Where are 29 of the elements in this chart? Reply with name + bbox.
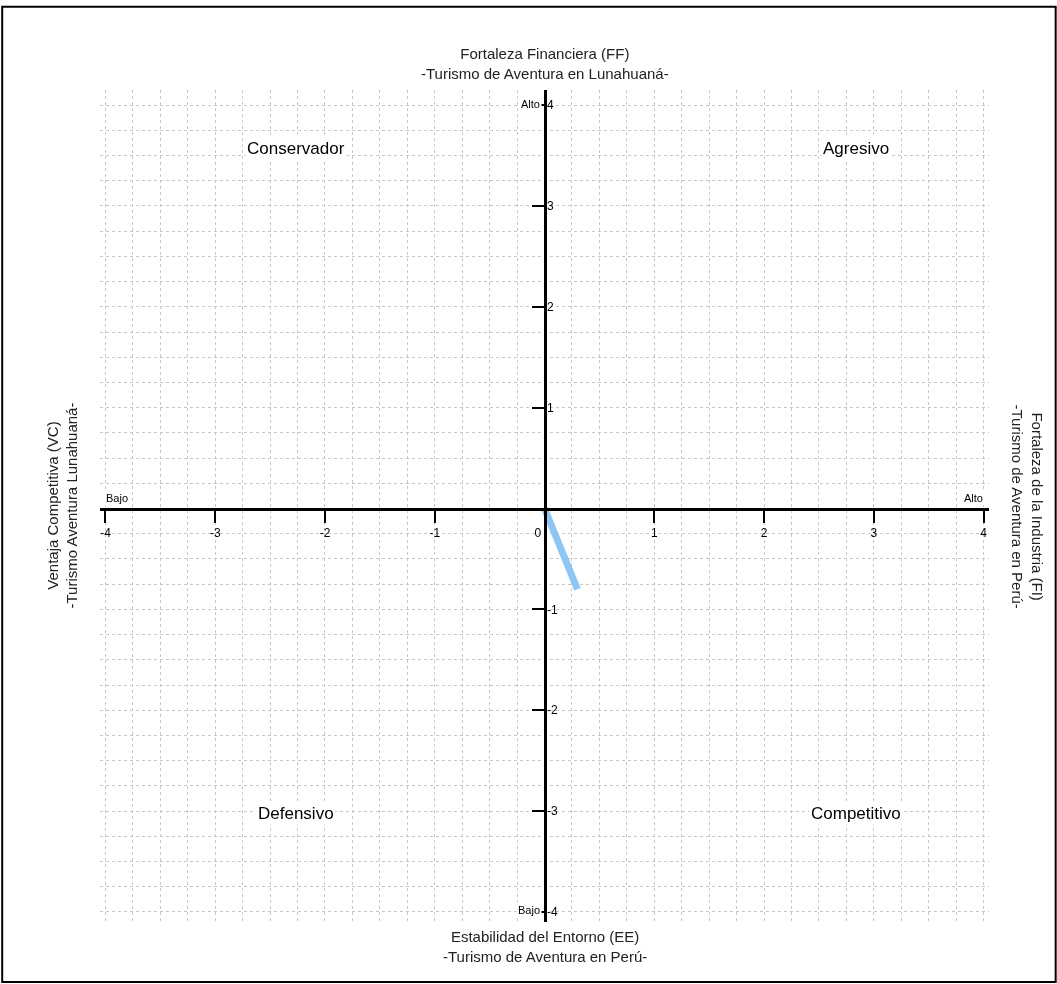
y-tick-label: 2 <box>547 300 555 315</box>
chart-title: Fortaleza Financiera (FF) -Turismo de Aventura en Lunahuaná- <box>421 45 669 82</box>
y-tick-label: -3 <box>547 804 559 819</box>
annotation: Alto <box>521 98 540 110</box>
y-tick-label: 4 <box>547 98 555 113</box>
x-tick-label: 0 <box>534 525 555 540</box>
y-tick-label: 1 <box>547 400 555 415</box>
y-tick-label: 3 <box>547 199 555 214</box>
x-tick-label: 3 <box>870 525 878 540</box>
x-tick-label: 4 <box>980 525 988 540</box>
y-axis-title: Ventaja Competitiva (VC) -Turismo Aventura Lunahuaná- <box>43 402 80 609</box>
y-tick-label: -4 <box>547 905 559 920</box>
x-tick-label: 2 <box>760 525 768 540</box>
annotation: Conservador <box>247 139 345 158</box>
y-tick-label: -2 <box>547 703 559 718</box>
annotation: Alto <box>964 492 983 504</box>
x-tick-label: -4 <box>100 525 112 540</box>
x-tick-label: -1 <box>429 525 441 540</box>
annotation: Agresivo <box>823 139 890 158</box>
x-tick-label: 1 <box>650 525 658 540</box>
annotation: Bajo <box>518 904 541 916</box>
annotation: Bajo <box>106 492 129 504</box>
annotation: Defensivo <box>258 804 334 823</box>
x-tick-label: -3 <box>209 525 221 540</box>
annotation: Competitivo <box>811 804 901 823</box>
y-tick-label: -1 <box>547 602 559 617</box>
y2-axis-title: Fortaleza de la Industria (FI) -Turismo de Aventura en Perú- <box>1009 404 1046 609</box>
x-tick-label: -2 <box>319 525 331 540</box>
x-axis-title: Estabilidad del Entorno (EE) -Turismo de Aventura en Perú- <box>443 928 648 965</box>
